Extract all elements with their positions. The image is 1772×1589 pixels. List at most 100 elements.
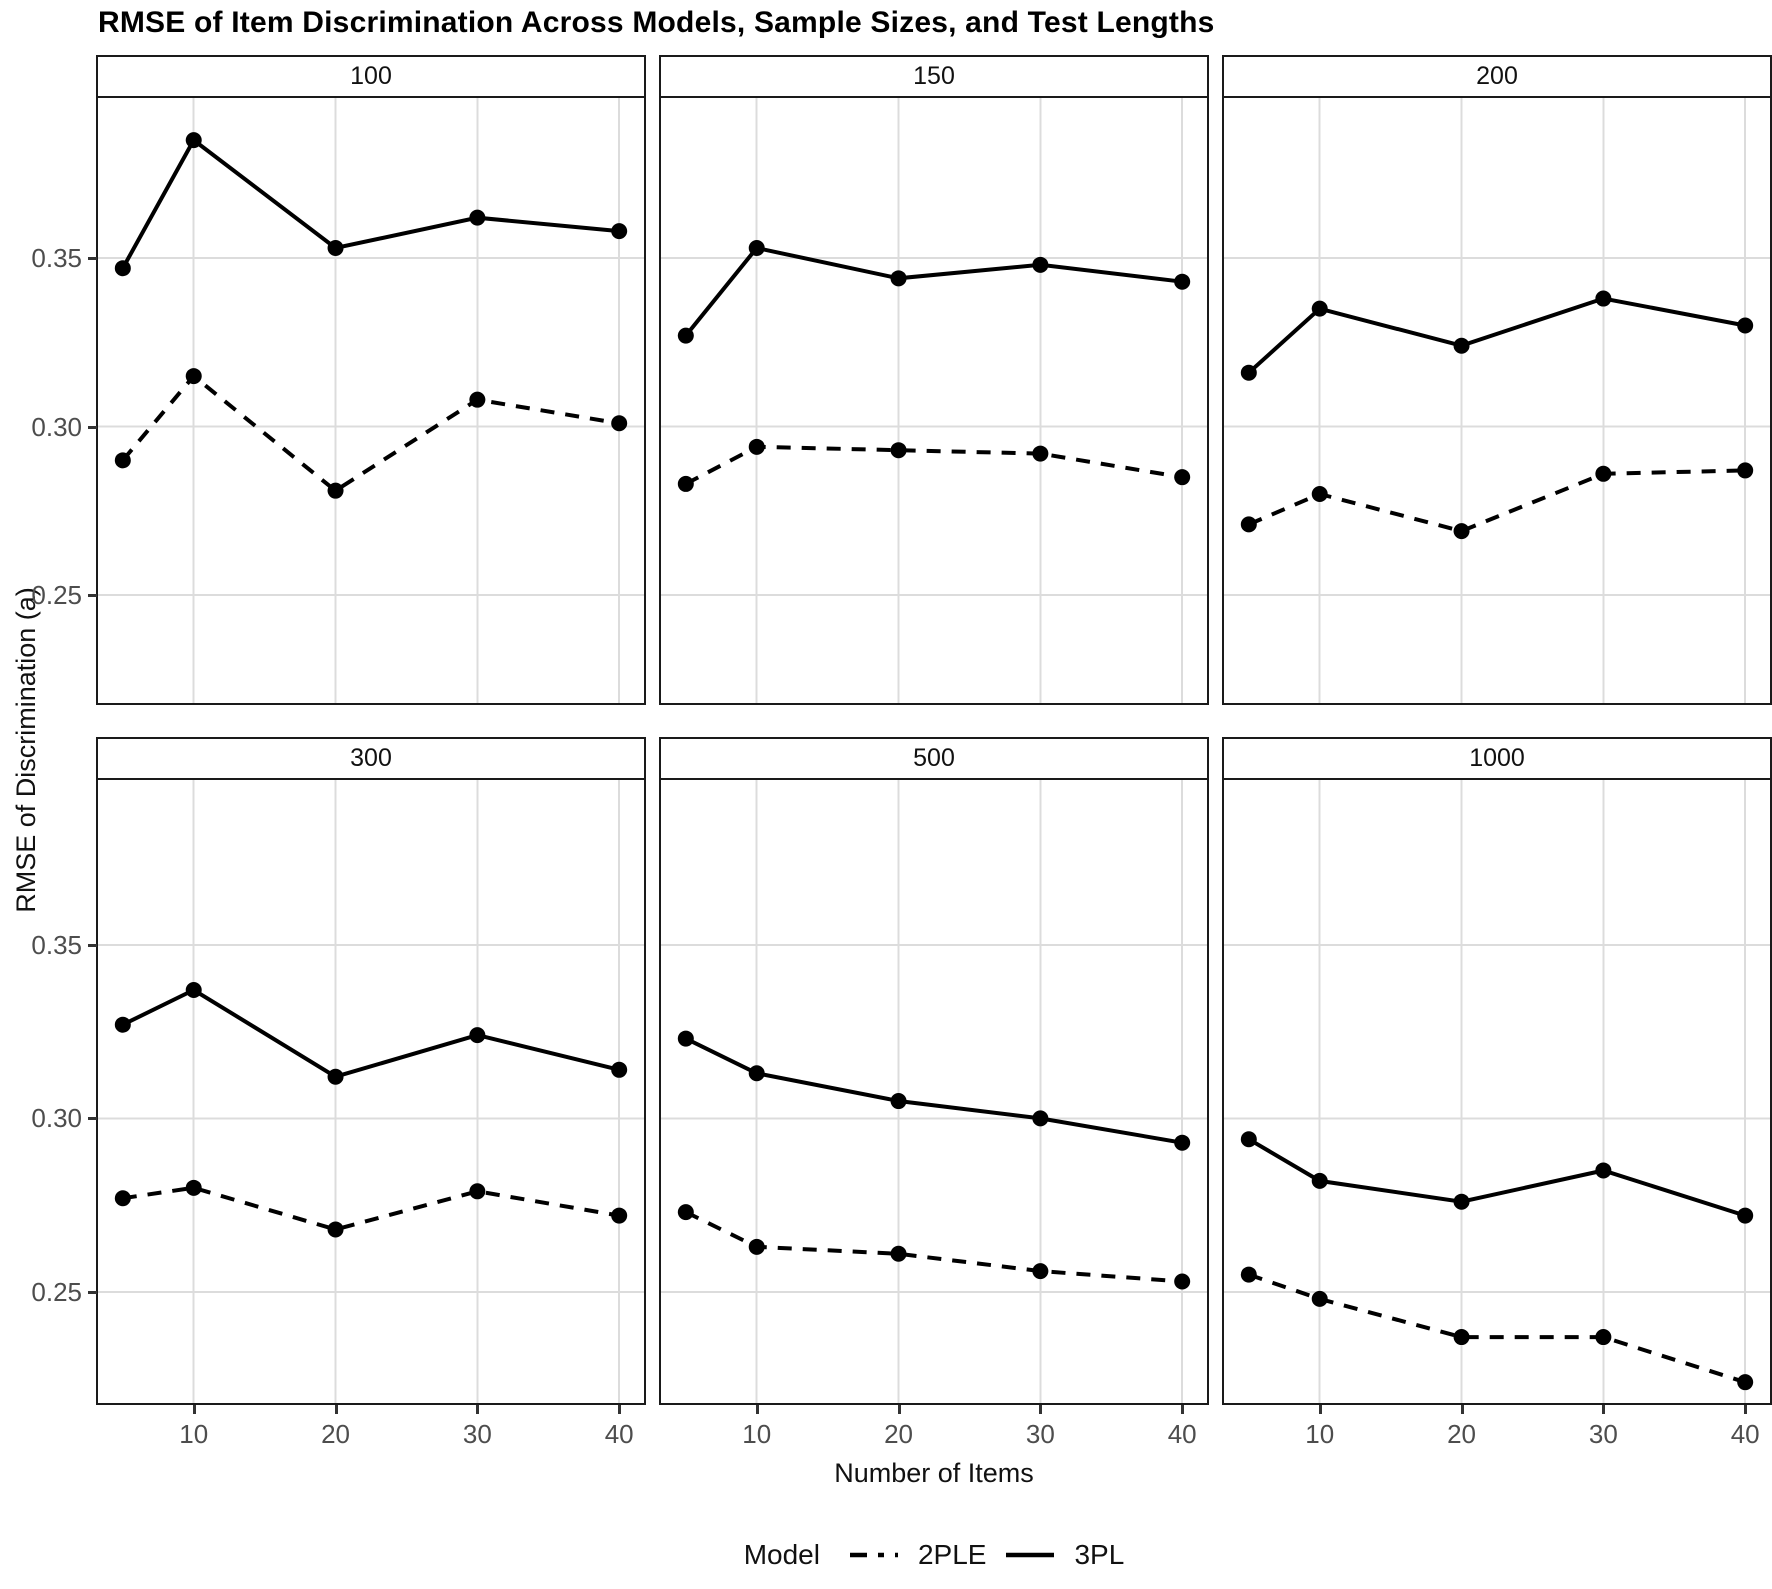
x-tick-label: 30: [462, 1419, 492, 1449]
series-line-2PLE: [684, 444, 1183, 486]
y-tick-label: 0.30: [31, 411, 82, 442]
x-tick-label: 20: [884, 1419, 913, 1449]
series-line-2PLE: [1248, 468, 1746, 534]
y-tick-mark: [88, 943, 97, 947]
facet-panel-100: [96, 96, 646, 705]
data-point-3PL: [1174, 273, 1191, 290]
y-axis-title: RMSE of Discrimination (a): [11, 587, 41, 913]
data-point-3PL: [185, 132, 202, 149]
x-tick-label: 30: [1025, 1419, 1055, 1449]
data-point-3PL: [1453, 1193, 1470, 1210]
data-point-3PL: [1453, 337, 1470, 354]
data-point-2PLE: [1032, 1263, 1049, 1280]
x-tick-label: 40: [1730, 1419, 1760, 1449]
data-point-2PLE: [677, 475, 694, 492]
x-tick-mark: [192, 1405, 196, 1414]
data-point-2PLE: [1595, 465, 1612, 482]
data-point-2PLE: [185, 368, 202, 385]
legend-items: 2PLE 3PL: [848, 1539, 1124, 1571]
legend: Model 2PLE 3PL: [98, 1532, 1770, 1578]
data-point-3PL: [1174, 1134, 1191, 1151]
x-tick-label: 20: [1447, 1419, 1476, 1449]
data-point-2PLE: [1453, 523, 1470, 540]
x-tick-label: 30: [1588, 1419, 1618, 1449]
data-point-3PL: [611, 223, 628, 240]
facet-strip-100: 100: [96, 55, 646, 98]
data-point-3PL: [677, 1030, 694, 1047]
x-tick-mark: [1318, 1405, 1322, 1414]
facet-panel-500: [659, 778, 1209, 1405]
data-point-3PL: [1737, 317, 1754, 334]
data-point-3PL: [677, 327, 694, 344]
legend-key-2PLE-dashed-line: [849, 1552, 898, 1558]
data-point-2PLE: [185, 1179, 202, 1196]
y-tick-mark: [88, 1290, 97, 1294]
facet-strip-150: 150: [659, 55, 1209, 98]
data-point-2PLE: [327, 1221, 344, 1238]
y-tick-mark: [88, 425, 97, 429]
data-point-2PLE: [114, 452, 131, 469]
facet-strip-500: 500: [659, 737, 1209, 780]
facet-panel-300: [96, 778, 646, 1405]
facet-panel-200: [1222, 96, 1772, 705]
facet-strip-1000: 1000: [1222, 737, 1772, 780]
data-point-3PL: [1595, 1162, 1612, 1179]
x-tick-mark: [1181, 1405, 1185, 1414]
x-tick-label: 40: [1167, 1419, 1197, 1449]
facet-strip-200: 200: [1222, 55, 1772, 98]
data-point-3PL: [327, 239, 344, 256]
series-line-3PL: [121, 987, 620, 1079]
data-point-2PLE: [1595, 1329, 1612, 1346]
y-tick-label: 0.25: [31, 580, 82, 611]
x-tick-label: 40: [604, 1419, 634, 1449]
legend-item-label-2PLE: 2PLE: [917, 1539, 987, 1570]
y-tick-mark: [88, 257, 97, 261]
data-point-2PLE: [890, 442, 907, 459]
y-tick-label: 0.30: [31, 1103, 82, 1134]
x-axis-title: Number of Items: [834, 1458, 1034, 1488]
x-tick-mark: [1460, 1405, 1464, 1414]
data-point-2PLE: [1737, 462, 1754, 479]
data-point-3PL: [890, 1093, 907, 1110]
x-tick-label: 10: [179, 1419, 209, 1449]
data-point-3PL: [185, 981, 202, 998]
data-point-2PLE: [1453, 1329, 1470, 1346]
data-point-3PL: [748, 1065, 765, 1082]
data-point-3PL: [1032, 1110, 1049, 1127]
data-point-3PL: [114, 260, 131, 277]
data-point-2PLE: [469, 1183, 486, 1200]
x-tick-label: 10: [742, 1419, 772, 1449]
data-point-3PL: [748, 239, 765, 256]
x-tick-label: 10: [1305, 1419, 1335, 1449]
y-tick-mark: [88, 1117, 97, 1121]
data-point-3PL: [469, 1027, 486, 1044]
data-point-2PLE: [1240, 1266, 1257, 1283]
x-tick-mark: [897, 1405, 901, 1414]
x-tick-mark: [476, 1405, 480, 1414]
facet-strip-300: 300: [96, 737, 646, 780]
legend-title: Model: [743, 1539, 820, 1570]
legend-key-3PL-solid-line: [1006, 1552, 1055, 1558]
series-line-2PLE: [684, 1210, 1183, 1284]
x-tick-mark: [1744, 1405, 1748, 1414]
x-tick-mark: [1039, 1405, 1043, 1414]
series-line-3PL: [684, 245, 1183, 337]
series-line-3PL: [121, 137, 620, 270]
data-point-2PLE: [1240, 516, 1257, 533]
data-point-3PL: [1240, 1131, 1257, 1148]
data-point-3PL: [327, 1068, 344, 1085]
data-point-2PLE: [611, 415, 628, 432]
data-point-2PLE: [1174, 469, 1191, 486]
x-tick-label: 20: [321, 1419, 350, 1449]
data-point-2PLE: [1311, 1290, 1328, 1307]
series-line-2PLE: [1248, 1272, 1746, 1385]
data-point-2PLE: [1311, 486, 1328, 503]
y-tick-label: 0.25: [31, 1276, 82, 1307]
data-point-2PLE: [611, 1207, 628, 1224]
y-tick-label: 0.35: [31, 929, 82, 960]
data-point-3PL: [1737, 1207, 1754, 1224]
data-point-3PL: [469, 209, 486, 226]
x-tick-mark: [755, 1405, 759, 1414]
legend-item-label-3PL: 3PL: [1074, 1539, 1125, 1570]
